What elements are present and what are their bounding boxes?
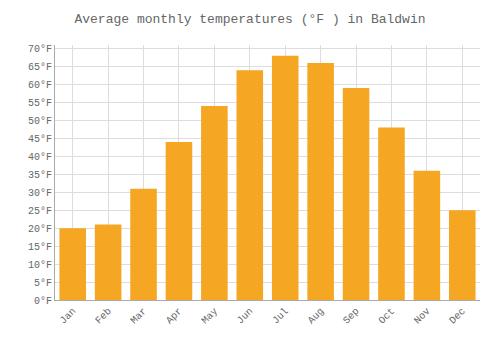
svg-text:Jan: Jan	[58, 306, 79, 327]
svg-text:50°F: 50°F	[28, 116, 52, 127]
svg-text:Apr: Apr	[164, 306, 185, 327]
svg-text:Jul: Jul	[270, 306, 291, 327]
svg-text:55°F: 55°F	[28, 98, 52, 109]
svg-text:Mar: Mar	[129, 306, 150, 327]
svg-text:20°F: 20°F	[28, 224, 52, 235]
svg-text:40°F: 40°F	[28, 152, 52, 163]
svg-text:Jun: Jun	[235, 306, 256, 327]
svg-text:65°F: 65°F	[28, 62, 52, 73]
svg-text:Oct: Oct	[377, 306, 398, 327]
svg-text:10°F: 10°F	[28, 260, 52, 271]
svg-text:Sep: Sep	[341, 306, 362, 327]
svg-text:25°F: 25°F	[28, 206, 52, 217]
svg-text:May: May	[200, 306, 221, 327]
svg-text:45°F: 45°F	[28, 134, 52, 145]
svg-text:Aug: Aug	[306, 306, 327, 327]
svg-text:Feb: Feb	[93, 306, 114, 327]
svg-text:5°F: 5°F	[34, 278, 52, 289]
svg-text:Nov: Nov	[412, 306, 433, 327]
svg-text:Average monthly temperatures (: Average monthly temperatures (°F ) in Ba…	[74, 12, 425, 27]
svg-text:15°F: 15°F	[28, 242, 52, 253]
svg-text:35°F: 35°F	[28, 170, 52, 181]
svg-text:Dec: Dec	[447, 306, 468, 327]
svg-text:30°F: 30°F	[28, 188, 52, 199]
svg-text:60°F: 60°F	[28, 80, 52, 91]
svg-text:0°F: 0°F	[34, 296, 52, 307]
svg-text:70°F: 70°F	[28, 44, 52, 55]
